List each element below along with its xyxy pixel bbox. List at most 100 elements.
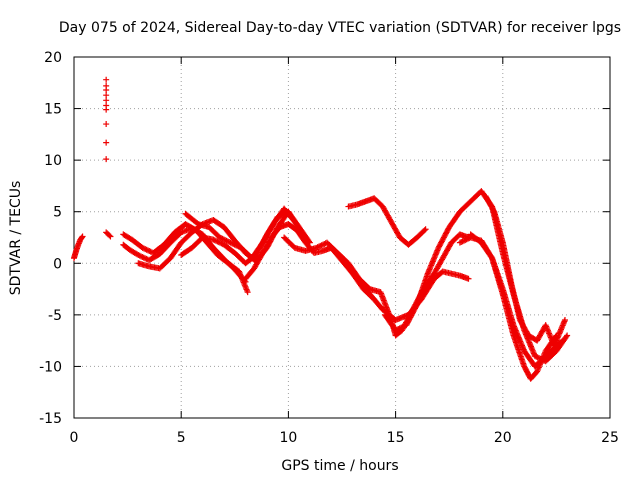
data-point — [138, 253, 144, 260]
data-point — [103, 121, 110, 128]
data-point — [232, 242, 239, 249]
data-point — [244, 289, 251, 296]
x-axis-label: GPS time / hours — [281, 458, 398, 474]
data-point — [143, 255, 150, 262]
data-point — [465, 275, 472, 282]
data-point — [313, 244, 320, 251]
x-tick-label: 5 — [177, 430, 186, 446]
data-point — [563, 333, 570, 340]
data-point — [219, 235, 226, 242]
x-tick-label: 25 — [601, 430, 619, 446]
data-point — [460, 237, 467, 244]
data-point — [531, 353, 538, 360]
series-early-segment — [71, 233, 86, 262]
data-point — [413, 302, 420, 309]
data-point — [139, 253, 146, 260]
y-tick-label: 15 — [44, 102, 62, 118]
data-point — [399, 324, 406, 331]
data-point — [230, 240, 237, 247]
series-arc-3 — [135, 208, 292, 272]
data-point — [397, 324, 404, 331]
axis-ticks: 0 5 10 15 20 25 -15 -10 -5 0 5 10 15 20 — [39, 50, 619, 446]
y-axis-label: SDTVAR / TECUs — [8, 181, 24, 296]
data-point — [458, 239, 465, 246]
data-point — [220, 236, 227, 243]
data-point — [456, 239, 463, 246]
y-tick-label: 10 — [44, 153, 62, 169]
data-point — [533, 353, 540, 360]
series-early-spike — [103, 76, 110, 163]
data-point — [103, 92, 110, 99]
y-tick-label: -10 — [39, 359, 62, 375]
data-point — [215, 239, 222, 246]
chart-title: Day 075 of 2024, Sidereal Day-to-day VTE… — [59, 20, 621, 36]
data-point — [462, 237, 469, 244]
series-arc-2 — [120, 221, 251, 296]
data-point — [392, 327, 399, 334]
data-point — [218, 235, 225, 242]
data-point — [143, 246, 150, 253]
data-point — [140, 245, 147, 252]
data-point — [139, 244, 146, 251]
data-point — [396, 325, 403, 332]
data-point — [534, 354, 541, 361]
data-point — [103, 139, 110, 146]
grid — [74, 57, 610, 418]
series-arc-13 — [482, 193, 568, 349]
data-point — [228, 240, 235, 247]
data-point — [226, 239, 233, 246]
data-point — [214, 238, 221, 245]
data-point — [217, 239, 224, 246]
data-point — [564, 332, 571, 339]
data-point — [224, 238, 231, 245]
data-point — [234, 242, 241, 249]
data-point — [140, 254, 147, 261]
data-point — [211, 237, 218, 244]
y-tick-label: 0 — [53, 256, 62, 272]
data-point — [231, 241, 238, 248]
data-point — [561, 317, 568, 324]
x-tick-label: 20 — [494, 430, 512, 446]
data-point — [558, 338, 565, 345]
data-point — [463, 236, 470, 243]
data-point — [136, 252, 143, 259]
data-point — [421, 227, 428, 234]
x-tick-label: 10 — [279, 430, 297, 446]
data-point — [103, 87, 110, 94]
y-tick-label: 5 — [53, 205, 62, 221]
series-arc-7 — [281, 231, 472, 339]
data-point — [459, 238, 466, 245]
y-tick-label: 20 — [44, 50, 62, 66]
data-point — [318, 242, 325, 249]
x-tick-label: 0 — [70, 430, 79, 446]
data-point — [235, 243, 242, 250]
series-arc-9 — [328, 244, 472, 324]
data-point — [142, 246, 149, 253]
data-point — [79, 233, 86, 240]
data-point — [142, 255, 149, 262]
series-arc-5 — [182, 205, 309, 262]
data-point — [395, 326, 402, 333]
data-point — [490, 207, 497, 214]
data-point — [319, 241, 326, 248]
series-arc-6 — [242, 221, 378, 303]
y-tick-label: -15 — [39, 411, 62, 427]
data-point — [559, 337, 566, 344]
data-point — [213, 237, 220, 244]
data-point — [393, 326, 400, 333]
data-point — [227, 239, 234, 246]
data-point — [146, 248, 153, 255]
data-point — [216, 234, 223, 241]
data-point — [103, 106, 110, 113]
y-tick-label: -5 — [48, 308, 62, 324]
data-point — [106, 232, 113, 239]
x-tick-label: 15 — [387, 430, 405, 446]
series-arc-8 — [345, 195, 429, 248]
data-point — [218, 240, 225, 247]
data-point — [223, 237, 230, 244]
data-point — [464, 235, 471, 242]
data-point — [400, 323, 407, 330]
data-point — [144, 247, 151, 254]
data-point — [78, 234, 85, 241]
